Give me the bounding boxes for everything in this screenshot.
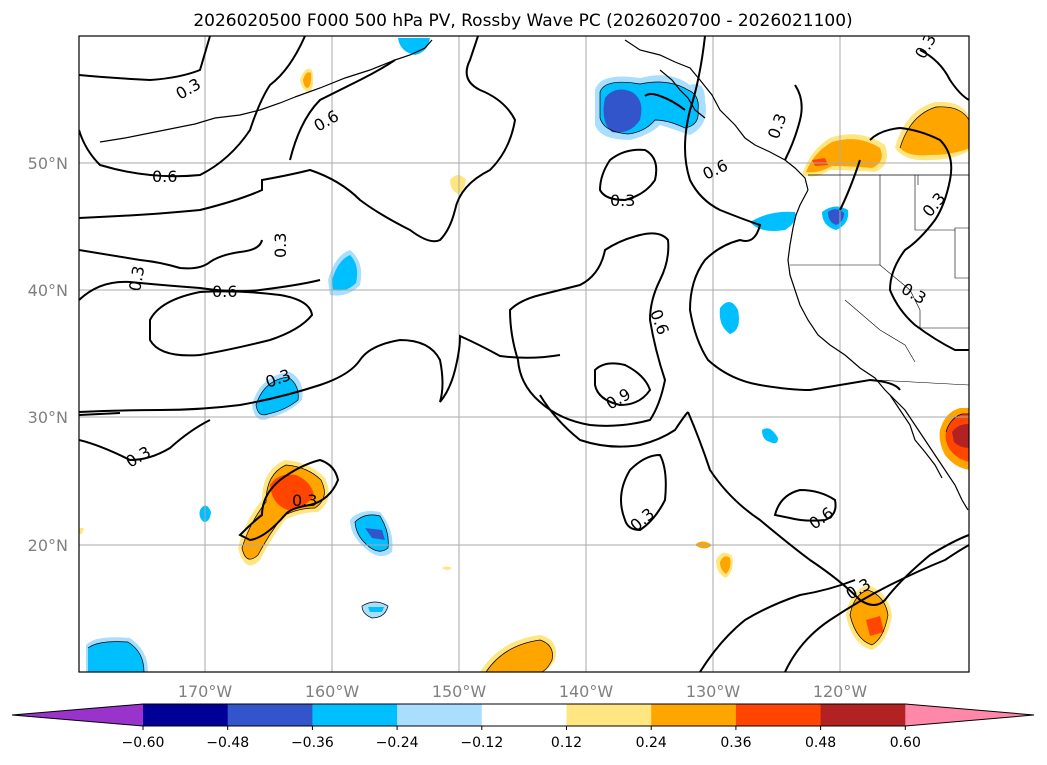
contour-label: 0.6 bbox=[152, 167, 177, 186]
colorbar-extend-low bbox=[12, 704, 143, 726]
anomaly-negative bbox=[256, 377, 299, 415]
colorbar-tick-label: −0.60 bbox=[122, 735, 165, 751]
anomaly-negative bbox=[750, 211, 796, 231]
contour-label: 0.3 bbox=[125, 264, 148, 292]
anomaly-negative bbox=[719, 301, 739, 334]
anomaly-positive bbox=[270, 474, 314, 510]
colorbar-tick-label: 0.24 bbox=[636, 735, 667, 751]
longitude-labels: 170°W 160°W 150°W 140°W 130°W 120°W bbox=[178, 682, 868, 701]
anomaly-positive bbox=[303, 72, 312, 88]
lon-label: 160°W bbox=[305, 682, 360, 701]
anomaly-negative bbox=[332, 255, 358, 291]
colorbar-swatch bbox=[651, 704, 737, 726]
colorbar-swatch bbox=[312, 704, 398, 726]
colorbar-swatch bbox=[735, 704, 822, 726]
colorbar-extend-high bbox=[905, 704, 1034, 726]
latitude-labels: 50°N 40°N 30°N 20°N bbox=[28, 154, 68, 555]
anomaly-negative bbox=[762, 428, 778, 444]
lat-label: 50°N bbox=[28, 154, 68, 173]
anomaly-positive bbox=[720, 556, 731, 574]
map-frame bbox=[78, 35, 970, 673]
colorbar-swatch bbox=[143, 704, 229, 726]
lon-label: 150°W bbox=[432, 682, 487, 701]
colorbar-tick-label: −0.48 bbox=[206, 735, 249, 751]
anomaly-positive bbox=[450, 175, 466, 194]
lat-label: 30°N bbox=[28, 408, 68, 427]
colorbar-swatch bbox=[820, 704, 906, 726]
anomaly-positive bbox=[486, 640, 553, 672]
coastlines bbox=[99, 39, 969, 511]
contour-label: 0.3 bbox=[610, 191, 635, 210]
anomaly-positive bbox=[442, 566, 452, 570]
lon-label: 140°W bbox=[559, 682, 614, 701]
pv-contours bbox=[79, 36, 969, 672]
colorbar-tick-label: 0.60 bbox=[890, 735, 921, 751]
anomaly-negative bbox=[398, 38, 430, 55]
colorbar-swatch bbox=[481, 704, 567, 726]
map-area: 0.3 0.6 0.6 0.3 0.3 0.6 0.3 0.3 0.3 0.6 … bbox=[79, 36, 969, 672]
anomaly-negative bbox=[365, 528, 385, 540]
colorbar-tick-label: 0.48 bbox=[805, 735, 836, 751]
anomaly-positive bbox=[79, 528, 84, 534]
lat-label: 40°N bbox=[28, 281, 68, 300]
lon-label: 170°W bbox=[178, 682, 233, 701]
lon-label: 120°W bbox=[813, 682, 868, 701]
anomaly-positive bbox=[866, 616, 884, 636]
anomaly-negative bbox=[368, 607, 384, 612]
colorbar-swatch bbox=[566, 704, 652, 726]
colorbar-tick-label: 0.36 bbox=[720, 735, 751, 751]
lat-label: 20°N bbox=[28, 536, 68, 555]
anomaly-negative bbox=[603, 89, 642, 133]
colorbar-tick-label: −0.36 bbox=[291, 735, 334, 751]
colorbar-tick-label: −0.24 bbox=[376, 735, 419, 751]
lon-label: 130°W bbox=[686, 682, 741, 701]
colorbar: −0.60 −0.48 −0.36 −0.24 −0.12 0.12 0.24 0.36 0.4… bbox=[11, 703, 1035, 751]
anomaly-positive bbox=[812, 158, 828, 166]
map-title: 2026020500 F000 500 hPa PV, Rossby Wave … bbox=[193, 11, 852, 31]
contour-label: 0.3 bbox=[292, 491, 317, 510]
anomaly-negative bbox=[88, 641, 144, 672]
anomaly-positive bbox=[900, 106, 969, 156]
colorbar-swatch bbox=[397, 704, 483, 726]
colorbar-swatch bbox=[227, 704, 313, 726]
contour-label: 0.6 bbox=[212, 282, 237, 301]
contour-label: 0.3 bbox=[271, 233, 290, 258]
anomaly-positive bbox=[952, 424, 969, 448]
colorbar-tick-label: 0.12 bbox=[551, 735, 582, 751]
colorbar-tick-label: −0.12 bbox=[460, 735, 503, 751]
